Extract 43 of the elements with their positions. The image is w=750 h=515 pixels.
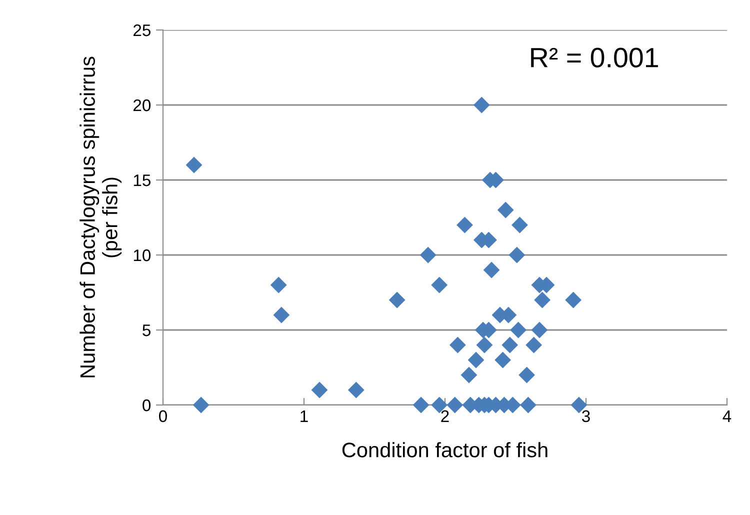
- point: [273, 306, 290, 324]
- point: [520, 396, 536, 414]
- point: [449, 336, 466, 354]
- point: [420, 246, 436, 264]
- point: [388, 292, 406, 308]
- point: [512, 216, 528, 234]
- point: [510, 322, 527, 338]
- point: [270, 276, 287, 294]
- point: [497, 202, 514, 218]
- y-tick-label: 25: [133, 24, 150, 36]
- y-tick-label: 5: [142, 324, 150, 336]
- point: [311, 382, 328, 398]
- annotation: R² = 0.001: [531, 48, 658, 68]
- point: [348, 382, 364, 398]
- point: [473, 96, 490, 114]
- point: [518, 366, 535, 384]
- point: [494, 352, 512, 368]
- point: [502, 336, 518, 354]
- point: [534, 292, 551, 308]
- point: [565, 292, 582, 308]
- x-tick-label: 4: [722, 410, 732, 422]
- y-axis-title: Number of Dactylogyrus spinicirrus (per fish): [80, 56, 122, 378]
- point: [186, 156, 202, 174]
- y-tick-label: 10: [134, 249, 151, 262]
- x-tick-label: 2: [441, 410, 449, 422]
- point: [412, 396, 430, 414]
- point: [476, 336, 493, 354]
- y-tick-label: 15: [134, 174, 150, 186]
- point: [456, 216, 473, 234]
- point: [508, 246, 526, 264]
- point: [483, 262, 500, 278]
- point: [531, 322, 548, 338]
- point: [192, 396, 210, 414]
- y-tick-label: 20: [133, 99, 151, 112]
- x-axis-title: Condition factor of fish: [342, 442, 548, 458]
- x-tick-label: 3: [582, 410, 590, 422]
- y-tick-label: 0: [142, 399, 151, 412]
- x-tick-label: 1: [300, 410, 308, 422]
- point: [526, 336, 542, 354]
- point: [460, 366, 478, 384]
- point: [468, 352, 484, 368]
- point: [431, 276, 448, 294]
- x-tick-label: 0: [159, 410, 167, 422]
